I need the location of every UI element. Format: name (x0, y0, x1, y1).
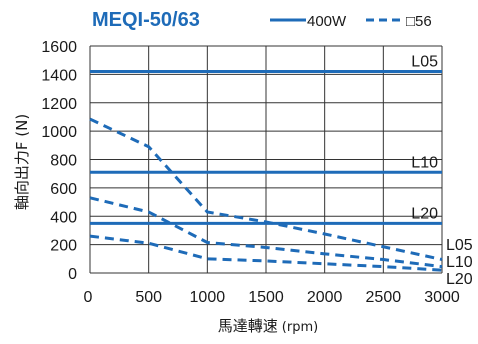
series-line-dashed-l10 (89, 196, 443, 269)
y-tick-label: 600 (50, 181, 77, 198)
line-label-solid: L05 (411, 54, 438, 71)
y-tick-label: 800 (50, 153, 77, 170)
line-label-solid: L20 (411, 205, 438, 222)
legend-label-solid: 400W (307, 13, 347, 30)
y-tick-label: 0 (68, 266, 77, 283)
x-tick-label: 0 (84, 289, 93, 306)
y-tick-label: 1400 (41, 67, 77, 84)
legend-label-dashed: □56 (406, 13, 432, 30)
chart-title: MEQI-50/63 (92, 9, 200, 31)
x-axis-label: 馬達轉速 (rpm) (218, 317, 318, 335)
y-tick-label: 1600 (41, 39, 77, 56)
tick-labels: 0 500 1000 1500 2000 2500 3000 0 200 400 600 800 100… (41, 39, 459, 306)
line-label-solid: L10 (411, 154, 438, 171)
x-tick-label: 1500 (248, 289, 284, 306)
line-label-dashed: L10 (446, 254, 473, 271)
y-tick-label: 1000 (41, 124, 77, 141)
line-label-dashed: L05 (446, 237, 473, 254)
x-tick-label: 2500 (366, 289, 402, 306)
x-tick-label: 1000 (190, 289, 226, 306)
x-tick-label: 2000 (307, 289, 343, 306)
x-axis-label-unit: (rpm) (282, 320, 318, 335)
legend: 400W □56 (270, 13, 432, 30)
y-tick-label: 400 (50, 209, 77, 226)
series-lines (89, 70, 443, 272)
line-label-dashed: L20 (446, 271, 473, 288)
x-tick-label: 3000 (424, 289, 460, 306)
y-tick-label: 1200 (41, 96, 77, 113)
grid (89, 45, 443, 274)
y-tick-label: 200 (50, 238, 77, 255)
y-axis-label: 軸向出力F (N) (13, 114, 31, 210)
x-tick-label: 500 (135, 289, 162, 306)
series-line-dashed-l05 (89, 117, 443, 261)
x-axis-label-text: 馬達轉速 (218, 317, 278, 335)
